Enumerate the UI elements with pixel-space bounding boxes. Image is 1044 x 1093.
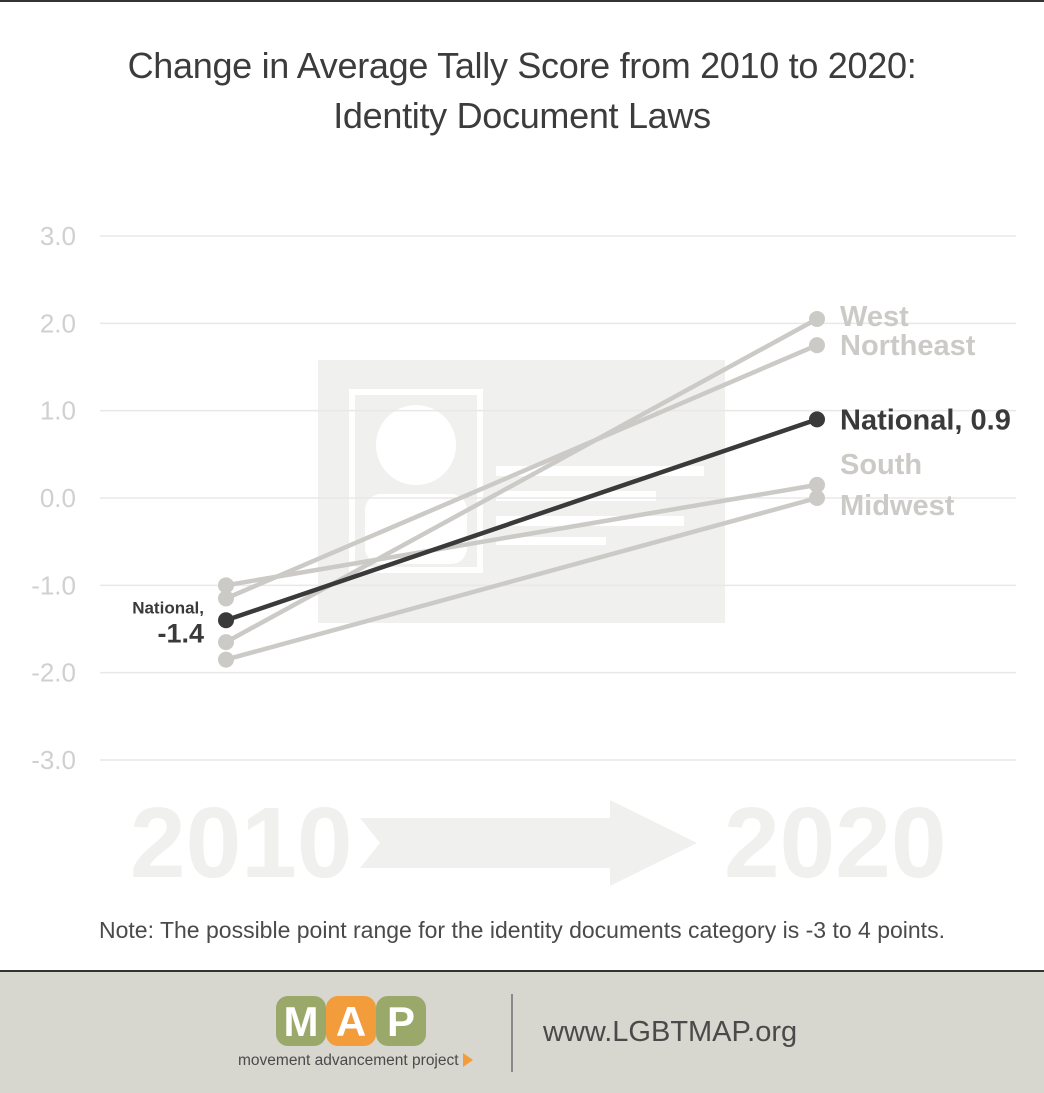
year-watermark-start: 2010 [130,787,352,899]
chart-title-line2: Identity Document Laws [333,95,711,136]
data-point-2020-south [809,476,825,493]
id-card-line [496,466,704,476]
footer: M A P movement advancement project www.L… [0,970,1044,1093]
y-tick-label: -2.0 [31,658,76,688]
website-link[interactable]: www.LGBTMAP.org [543,1016,798,1048]
id-card-line [496,516,684,526]
id-card-line [496,491,656,501]
end-label-south: South [840,449,922,481]
id-card-photo-frame [349,389,483,573]
map-logo[interactable]: M A P movement advancement project [238,996,478,1076]
logo-letter-p: P [376,996,426,1046]
data-point-2020-west [809,310,825,327]
series-line-south [223,482,820,588]
end-label-northeast: Northeast [840,330,976,362]
logo-tagline-text: movement advancement project [238,1052,459,1069]
data-point-2010-west [218,634,234,651]
data-point-2010-national [218,612,234,629]
data-point-2010-midwest [218,651,234,668]
series-line-national [223,417,820,623]
y-tick-label: 0.0 [40,483,76,513]
data-point-2020-northeast [809,337,825,354]
slope-chart: 3.0 2.0 1.0 0.0 -1.0 -2.0 -3.0 2010 2020 WestNort… [31,221,1016,899]
play-arrow-icon [462,1053,473,1067]
y-tick-label: 3.0 [40,221,76,251]
series-line-northeast [223,342,820,601]
end-label-midwest: Midwest [840,490,955,522]
series-line-midwest [223,495,820,662]
footer-divider [511,994,513,1072]
y-tick-label: 1.0 [40,396,76,426]
year-watermark-end: 2020 [724,787,946,899]
logo-tagline: movement advancement project [238,1052,473,1070]
data-point-2020-midwest [809,490,825,506]
data-point-2020-national [809,411,825,428]
top-rule [0,0,1044,2]
start-label-national-value: -1.4 [157,618,204,648]
data-point-2010-northeast [218,590,234,607]
start-label-national-name: National, [132,598,204,617]
y-tick-label: 2.0 [40,308,76,338]
chart-title-line1: Change in Average Tally Score from 2010 … [127,45,917,86]
logo-letter-m: M [276,996,326,1046]
arrow-watermark-icon [360,800,697,886]
id-card-photo-head-icon [376,405,456,485]
end-label-national: National, 0.9 [840,404,1011,436]
y-tick-label: -3.0 [31,745,76,775]
id-card-line [496,537,606,545]
data-point-2010-south [218,577,234,594]
y-tick-label: -1.0 [31,570,76,600]
chart-note: Note: The possible point range for the i… [99,917,945,943]
logo-letter-a: A [326,996,376,1046]
end-label-west: West [840,301,909,333]
